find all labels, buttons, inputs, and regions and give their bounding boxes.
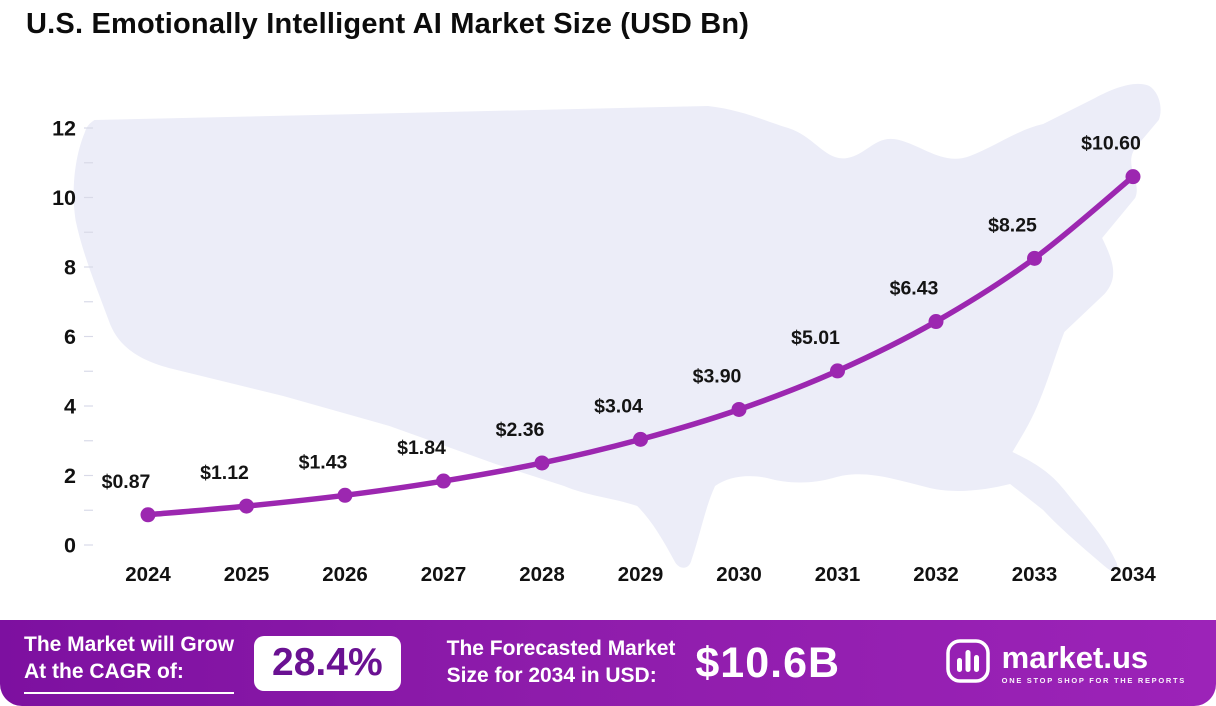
data-point-label: $5.01	[791, 327, 840, 349]
data-point-marker	[239, 498, 254, 514]
data-point-label: $8.25	[988, 214, 1037, 236]
data-point-marker	[830, 363, 845, 379]
data-point-label: $3.04	[594, 395, 643, 417]
data-point-marker	[337, 487, 353, 503]
chart-title: U.S. Emotionally Intelligent AI Market S…	[26, 8, 750, 40]
x-axis-label: 2027	[421, 563, 467, 586]
data-point-marker	[436, 473, 451, 489]
trend-line	[145, 173, 1136, 518]
y-axis-label: 4	[64, 395, 76, 419]
us-map-silhouette	[73, 83, 1161, 571]
forecast-label-line1: The Forecasted Market	[446, 637, 676, 661]
data-point-label: $3.90	[693, 365, 742, 387]
x-axis-label: 2028	[519, 563, 565, 586]
y-axis-label: 8	[64, 256, 76, 280]
marketus-logo-icon	[945, 638, 991, 689]
data-point-marker	[731, 401, 747, 417]
x-axis-label: 2024	[125, 563, 171, 586]
brand-wordmark: market.us ONE STOP SHOP FOR THE REPORTS	[1002, 642, 1186, 685]
cagr-label-line2: At the CAGR of:	[24, 659, 184, 683]
x-axis-label: 2025	[224, 563, 270, 586]
brand-name: market.us	[1001, 639, 1149, 675]
data-point-marker	[140, 507, 156, 523]
market-size-line-chart: 0 2 4 6 8 10 12 2024 2025 2026 2027 2028 2029 2030 203…	[52, 83, 1161, 586]
y-axis-label: 6	[64, 325, 76, 349]
data-point-label: $1.12	[200, 462, 249, 484]
y-axis-label: 12	[52, 117, 76, 141]
forecast-value: $10.6B	[695, 638, 841, 687]
x-axis-label: 2034	[1110, 563, 1156, 586]
brand-tagline: ONE STOP SHOP FOR THE REPORTS	[1001, 675, 1186, 685]
data-point-label: $0.87	[102, 471, 151, 493]
data-point-label: $2.36	[496, 419, 545, 441]
data-point-label: $1.84	[397, 437, 446, 459]
data-point-marker	[633, 431, 648, 447]
forecast-label-line2: Size for 2034 in USD:	[446, 664, 657, 687]
cagr-label: The Market will Grow At the CAGR of:	[24, 632, 235, 695]
x-axis-label: 2029	[618, 563, 664, 586]
x-axis-label: 2032	[913, 563, 959, 586]
cagr-value-badge: 28.4%	[254, 635, 401, 691]
x-axis-label: 2031	[815, 563, 861, 586]
data-point-label: $10.60	[1081, 133, 1141, 155]
footer-banner: The Market will Grow At the CAGR of: 28.…	[0, 620, 1216, 706]
x-axis-label: 2026	[322, 563, 368, 586]
y-axis-label: 2	[64, 464, 76, 488]
data-point-marker	[534, 455, 550, 471]
forecast-label: The Forecasted Market Size for 2034 in U…	[447, 636, 676, 690]
cagr-label-line1: The Market will Grow	[24, 632, 235, 656]
data-point-marker	[928, 314, 944, 330]
data-point-label: $1.43	[299, 451, 348, 473]
data-point-label: $6.43	[890, 278, 939, 300]
y-axis-label: 0	[64, 534, 76, 558]
data-point-marker	[1027, 250, 1042, 266]
x-axis-label: 2033	[1012, 563, 1058, 586]
y-axis-label: 10	[52, 186, 76, 210]
x-axis-label: 2030	[716, 563, 762, 586]
data-point-marker	[1125, 169, 1141, 185]
brand-logo: market.us ONE STOP SHOP FOR THE REPORTS	[945, 638, 1186, 689]
